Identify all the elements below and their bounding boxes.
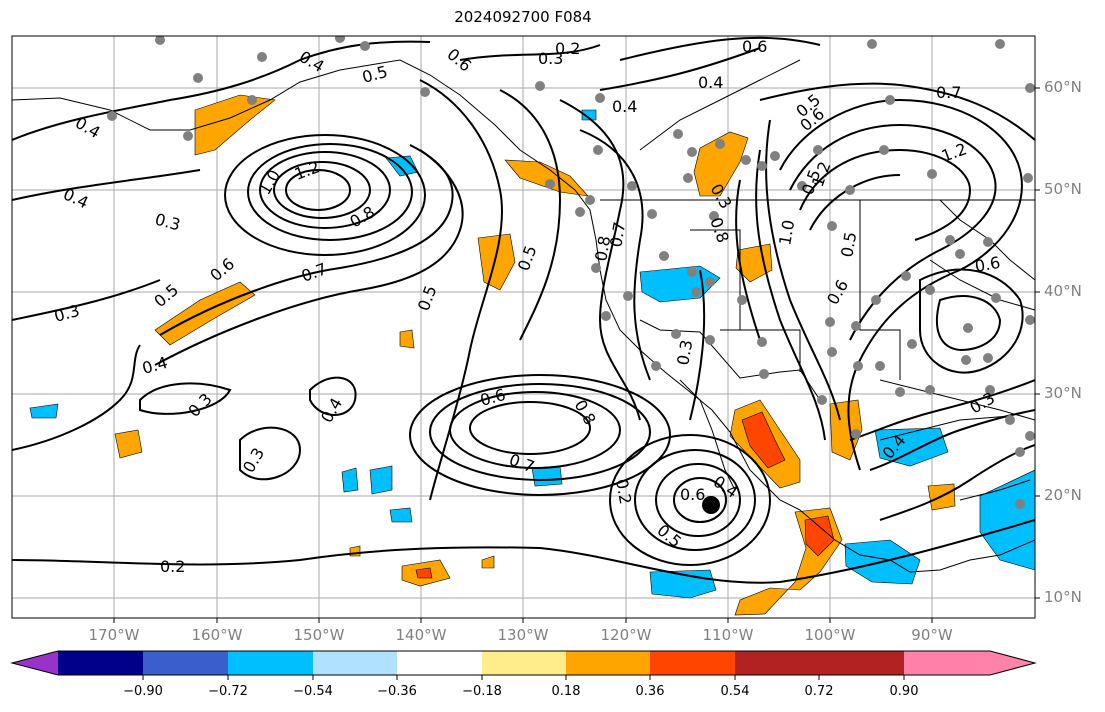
lon-label-130w: 130°W xyxy=(497,626,549,644)
contour-label: 0.3 xyxy=(239,444,268,476)
contour-label: 0.3 xyxy=(673,338,696,366)
contour-label: 0.4 xyxy=(698,73,723,92)
colorbar-segment xyxy=(397,651,482,675)
contour-label: 0.6 xyxy=(478,385,508,410)
colorbar xyxy=(10,650,1037,680)
contour-label: 0.4 xyxy=(140,353,170,378)
colorbar-tick-label: −0.18 xyxy=(462,684,502,699)
contour-label: 0.5 xyxy=(837,230,860,258)
lat-label-40n: 40°N xyxy=(1044,282,1082,300)
contour-label: 1.2 xyxy=(939,139,969,166)
lon-label-100w: 100°W xyxy=(804,626,856,644)
colorbar-segment xyxy=(819,651,904,675)
axis-ticks xyxy=(113,87,1040,623)
lon-label-150w: 150°W xyxy=(293,626,345,644)
contour-label: 0.4 xyxy=(317,394,346,426)
colorbar-tick-label: −0.36 xyxy=(377,684,417,699)
contour-label: 0.6 xyxy=(443,45,475,76)
contour-label: 0.3 xyxy=(52,301,82,326)
contour-label: 0.6 xyxy=(680,485,705,504)
colorbar-segment-left-arrow xyxy=(12,651,58,675)
contour-label: 0.6 xyxy=(742,37,767,56)
contour-label: 0.8 xyxy=(706,215,733,245)
colorbar-tick-label: −0.90 xyxy=(123,684,163,699)
lon-label-120w: 120°W xyxy=(600,626,652,644)
lon-label-140w: 140°W xyxy=(395,626,447,644)
contour-label: 0.2 xyxy=(612,477,635,505)
lat-label-60n: 60°N xyxy=(1044,78,1082,96)
colorbar-segment xyxy=(228,651,313,675)
contour-label: 0.4 xyxy=(60,184,91,212)
contour-lines xyxy=(12,36,1035,584)
contour-label: 0.4 xyxy=(72,113,104,142)
colorbar-segment xyxy=(58,651,143,675)
colorbar-segment xyxy=(566,651,650,675)
colorbar-tick-label: 0.72 xyxy=(804,684,834,699)
colorbar-segment xyxy=(313,651,397,675)
lat-label-20n: 20°N xyxy=(1044,486,1082,504)
colorbar-tick-label: 0.54 xyxy=(720,684,750,699)
contour-label: 0.3 xyxy=(538,49,563,68)
map-content: 0.4 0.5 0.6 0.2 0.3 0.6 0.4 0.7 0.4 0.5 … xyxy=(12,36,1035,618)
contour-label: 0.4 xyxy=(612,97,637,116)
colorbar-segment xyxy=(735,651,819,675)
storm-center-marker xyxy=(702,496,720,514)
contour-label: 0.8 xyxy=(347,202,379,231)
contour-label: 0.5 xyxy=(150,280,182,311)
contour-label: 0.7 xyxy=(606,220,629,248)
contour-label: 0.7 xyxy=(299,259,329,286)
lat-label-30n: 30°N xyxy=(1044,384,1082,402)
contour-label: 0.5 xyxy=(653,521,685,552)
colorbar-outline xyxy=(10,650,1037,676)
contour-label: 1.0 xyxy=(775,218,798,246)
contour-label: 0.5 xyxy=(514,243,541,273)
lon-label-170w: 170°W xyxy=(88,626,140,644)
station-markers xyxy=(107,36,1035,509)
contour-label: 0.6 xyxy=(206,254,238,285)
colorbar-tick-label: −0.72 xyxy=(208,684,248,699)
contour-label: 0.6 xyxy=(823,276,852,308)
contour-label: 0.4 xyxy=(296,47,328,76)
contour-label: 0.2 xyxy=(160,557,185,576)
contour-label: 0.6 xyxy=(973,253,1001,276)
colorbar-segment xyxy=(143,651,228,675)
colorbar-segment xyxy=(482,651,566,675)
colorbar-segment xyxy=(650,651,735,675)
lon-label-160w: 160°W xyxy=(191,626,243,644)
colorbar-tick-label: −0.54 xyxy=(293,684,333,699)
contour-label: 0.8 xyxy=(591,234,614,262)
contour-label: 0.2 xyxy=(555,39,580,58)
lat-label-50n: 50°N xyxy=(1044,180,1082,198)
colorbar-tick-label: 0.90 xyxy=(889,684,919,699)
contour-label: 0.7 xyxy=(936,83,961,102)
colorbar-tick-label: 0.18 xyxy=(551,684,581,699)
lon-label-110w: 110°W xyxy=(702,626,754,644)
lat-label-10n: 10°N xyxy=(1044,588,1082,606)
map-title: 2024092700 F084 xyxy=(454,8,592,26)
shaded-fields xyxy=(29,94,1035,616)
contour-label: 0.3 xyxy=(153,210,183,235)
colorbar-tick-label: 0.36 xyxy=(635,684,665,699)
contour-label: 0.5 xyxy=(414,283,441,313)
lon-label-90w: 90°W xyxy=(911,626,953,644)
contour-label: 0.8 xyxy=(571,397,600,429)
